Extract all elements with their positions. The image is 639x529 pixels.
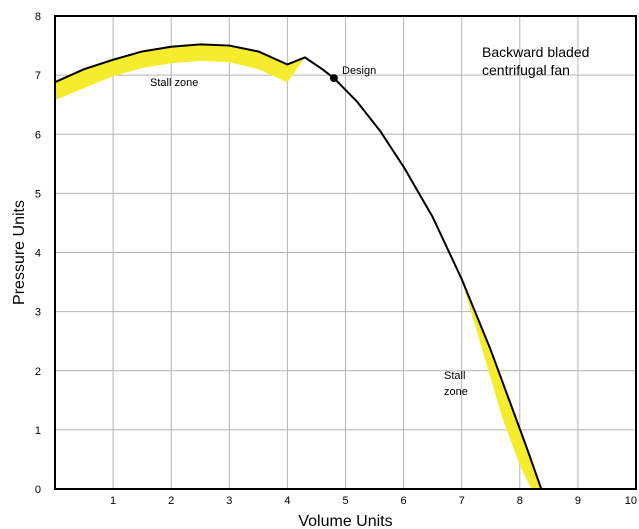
x-tick-label-4: 4	[284, 495, 290, 507]
x-tick-label-5: 5	[342, 495, 348, 507]
y-tick-label-6: 6	[35, 129, 41, 141]
x-tick-label-3: 3	[226, 495, 232, 507]
x-tick-labels: 1 2 3 4 5 6 7 8 9 10	[110, 495, 637, 507]
design-point-label: Design	[342, 65, 376, 77]
stall-zone-band-top	[55, 44, 305, 100]
y-tick-label-4: 4	[35, 248, 41, 260]
x-tick-label-1: 1	[110, 495, 116, 507]
y-axis-title: Pressure Units	[11, 200, 28, 305]
curve-layer	[54, 43, 543, 490]
y-tick-label-7: 7	[35, 70, 41, 82]
y-tick-labels: 0 1 2 3 4 5 6 7 8	[35, 11, 41, 496]
stall-zone-label-right-line1: Stall	[444, 370, 465, 382]
x-tick-label-10: 10	[625, 495, 637, 507]
x-tick-label-6: 6	[401, 495, 407, 507]
y-tick-label-1: 1	[35, 425, 41, 437]
x-tick-label-7: 7	[459, 495, 465, 507]
grid	[55, 16, 636, 489]
y-tick-label-8: 8	[35, 11, 41, 23]
y-tick-label-5: 5	[35, 188, 41, 200]
y-tick-label-3: 3	[35, 307, 41, 319]
stall-zone-label-right-line2: zone	[444, 386, 468, 398]
y-tick-label-2: 2	[35, 366, 41, 378]
design-point-marker	[329, 74, 338, 83]
fan-type-label-line2: centrifugal fan	[482, 62, 570, 78]
x-tick-label-2: 2	[168, 495, 174, 507]
fan-performance-curve	[54, 43, 543, 490]
fan-type-label-line1: Backward bladed	[482, 44, 589, 60]
x-tick-label-9: 9	[575, 495, 581, 507]
plot-frame	[54, 15, 637, 490]
stall-zone-label-top: Stall zone	[150, 77, 198, 89]
stall-zone-bands	[55, 44, 542, 489]
y-tick-label-0: 0	[35, 484, 41, 496]
x-tick-label-8: 8	[517, 495, 523, 507]
x-axis-title: Volume Units	[298, 513, 392, 529]
